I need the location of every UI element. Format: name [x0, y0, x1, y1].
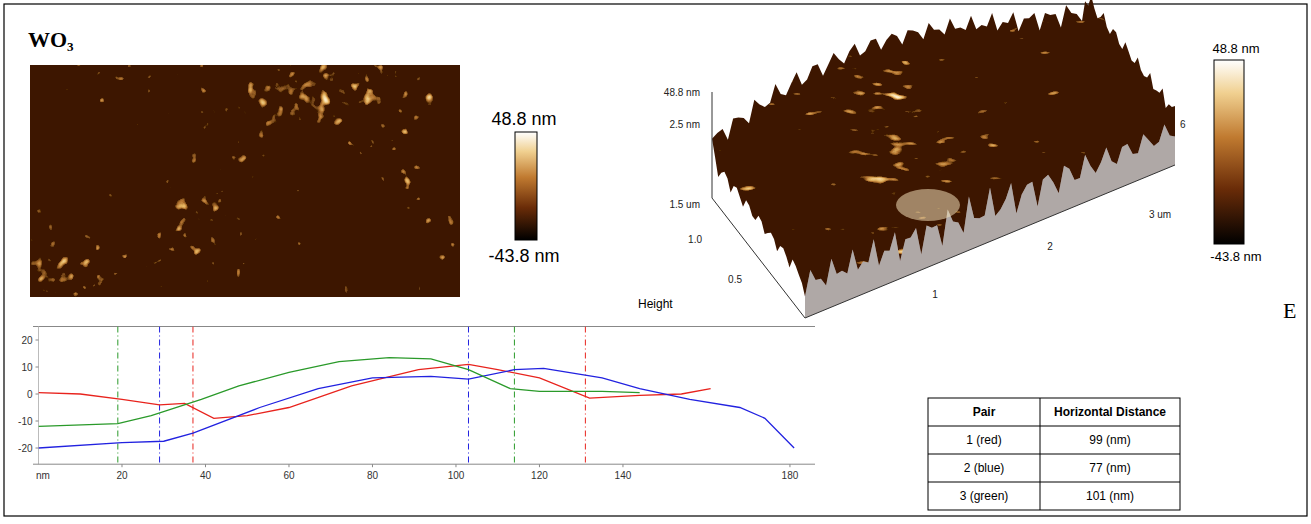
- profile-line: [39, 358, 640, 427]
- table-divider: [928, 482, 1180, 483]
- tick-x: [372, 464, 373, 467]
- tick-label-x: 60: [283, 470, 295, 481]
- axis-y: [38, 327, 39, 465]
- axis-title-x: nm: [36, 470, 50, 481]
- cursor-line: [192, 327, 193, 465]
- table-cell: 1 (red): [966, 433, 1001, 447]
- profile-chart: -20 -10 0 10 20 20 40 60 80 100 120 140 180 nm: [18, 327, 815, 482]
- tick-x: [622, 464, 623, 467]
- table-cell: 77 (nm): [1089, 461, 1130, 475]
- tick-x: [789, 464, 790, 467]
- cursor-line: [514, 327, 515, 465]
- colorbar-label: 48.8 nm: [491, 109, 556, 129]
- table-divider: [928, 454, 1180, 455]
- colorbar-label: -43.8 nm: [1210, 249, 1261, 264]
- tick-label-y: 10: [21, 362, 33, 373]
- tick-label-y: 20: [21, 335, 33, 346]
- colorbar: [1214, 60, 1244, 244]
- axis3d-label: 48.8 nm: [664, 87, 700, 98]
- panel-title: WO₃: [28, 27, 74, 52]
- surface-bump: [896, 189, 960, 221]
- tick-x: [288, 464, 289, 467]
- axis3d-label: 1: [932, 289, 938, 300]
- table-cell: 3 (green): [960, 489, 1009, 503]
- axis3d-label: 1.5 um: [669, 199, 700, 210]
- colorbar: [515, 132, 537, 240]
- table-border: [928, 398, 1180, 510]
- tick-label-y: -10: [18, 416, 33, 427]
- tick-x: [539, 464, 540, 467]
- table-cell: 101 (nm): [1086, 489, 1134, 503]
- table-header: Horizontal Distance: [1054, 405, 1166, 419]
- tick-y: [36, 340, 39, 341]
- surface-front-shade: [805, 124, 1175, 318]
- tick-label-x: 120: [531, 470, 548, 481]
- cursor-line: [117, 327, 118, 465]
- table-cell: 2 (blue): [964, 461, 1005, 475]
- tick-y: [36, 367, 39, 368]
- tick-label-x: 20: [116, 470, 128, 481]
- tick-label-y: 0: [27, 389, 33, 400]
- data-layer: [39, 327, 795, 465]
- afm-image-2d: [30, 65, 460, 297]
- tick-y: [36, 448, 39, 449]
- colorbar-label: -43.8 nm: [488, 246, 559, 266]
- axis-z: [712, 92, 713, 198]
- tick-label-x: 80: [367, 470, 379, 481]
- plot-area: [39, 327, 816, 465]
- table-divider: [928, 426, 1180, 427]
- cursor-line: [468, 327, 469, 465]
- tick-x: [455, 464, 456, 467]
- axis3d-label: 6: [1180, 119, 1186, 130]
- tick-label-x: 40: [200, 470, 212, 481]
- tick-y: [36, 394, 39, 395]
- tick-label-x: 140: [615, 470, 632, 481]
- axis3d-label: 3 um: [1149, 209, 1171, 220]
- axis-y: [712, 198, 805, 318]
- cursor-line: [585, 327, 586, 465]
- figure: WO₃ E 48.8 nm -43.8 nm 48.8 nm 2.5 nm 1.5 um 1.…: [0, 0, 1311, 524]
- axis-x: [33, 464, 815, 465]
- frame-top: [33, 326, 815, 327]
- axis3d-label: 2.5 nm: [669, 119, 700, 130]
- tick-label-x: 100: [448, 470, 465, 481]
- colorbar-label: 48.8 nm: [1213, 41, 1260, 56]
- profile-line: [39, 368, 795, 448]
- tick-label-y: -20: [18, 443, 33, 454]
- tick-x: [121, 464, 122, 467]
- image-caption: Height: [638, 297, 673, 311]
- axis3d-label: 2: [1047, 241, 1053, 252]
- table-cell: 99 (nm): [1089, 433, 1130, 447]
- panel-letter: E: [1283, 298, 1296, 323]
- axis3d-label: 0.5: [728, 274, 742, 285]
- tick-label-x: 180: [782, 470, 799, 481]
- tick-y: [36, 421, 39, 422]
- table-header: Pair: [973, 405, 996, 419]
- distance-table: Pair Horizontal Distance 1 (red) 99 (nm) 2 (…: [928, 398, 1180, 510]
- axis-x: [805, 165, 1175, 318]
- axis3d-label: 1.0: [688, 234, 702, 245]
- cursor-line: [159, 327, 160, 465]
- tick-x: [205, 464, 206, 467]
